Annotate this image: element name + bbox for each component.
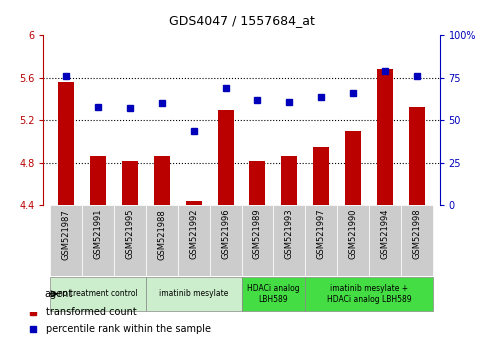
Bar (313, 147, 329, 205)
Text: GSM521988: GSM521988 (157, 209, 166, 259)
Bar (337, 205, 369, 276)
Bar (250, 161, 266, 205)
Text: GSM521992: GSM521992 (189, 209, 198, 259)
Bar (146, 205, 178, 276)
Bar (90, 156, 106, 205)
Text: GSM521996: GSM521996 (221, 209, 230, 259)
Bar (242, 277, 305, 311)
Text: GSM521998: GSM521998 (412, 209, 422, 259)
Bar (146, 277, 242, 311)
Text: HDACi analog
LBH589: HDACi analog LBH589 (247, 284, 300, 303)
Text: GSM521989: GSM521989 (253, 209, 262, 259)
Bar (369, 205, 401, 276)
Bar (114, 205, 146, 276)
Bar (401, 205, 433, 276)
Bar (242, 205, 273, 276)
Text: imatinib mesylate +
HDACi analog LBH589: imatinib mesylate + HDACi analog LBH589 (327, 284, 412, 303)
Bar (185, 201, 201, 205)
Bar (50, 277, 146, 311)
Bar (273, 205, 305, 276)
Text: GSM521991: GSM521991 (93, 209, 102, 259)
Text: GSM521994: GSM521994 (381, 209, 390, 259)
Bar (58, 82, 74, 205)
Bar (178, 205, 210, 276)
Bar (122, 161, 138, 205)
Text: imatinib mesylate: imatinib mesylate (159, 289, 228, 298)
Bar (377, 69, 393, 205)
Bar (345, 131, 361, 205)
Bar (305, 277, 433, 311)
Text: GSM521987: GSM521987 (61, 209, 71, 259)
Bar (154, 156, 170, 205)
Bar (409, 107, 425, 205)
Bar (217, 110, 233, 205)
Bar (50, 205, 82, 276)
Text: no treatment control: no treatment control (58, 289, 138, 298)
Text: agent: agent (44, 289, 72, 299)
Text: GSM521990: GSM521990 (349, 209, 358, 259)
Text: GSM521997: GSM521997 (317, 209, 326, 259)
Text: GSM521993: GSM521993 (285, 209, 294, 259)
Bar (305, 205, 337, 276)
Bar (82, 205, 114, 276)
Text: GSM521995: GSM521995 (125, 209, 134, 259)
Text: GDS4047 / 1557684_at: GDS4047 / 1557684_at (169, 14, 314, 27)
Text: transformed count: transformed count (46, 307, 137, 316)
Text: percentile rank within the sample: percentile rank within the sample (46, 324, 211, 334)
Bar (210, 205, 242, 276)
Bar (282, 156, 298, 205)
